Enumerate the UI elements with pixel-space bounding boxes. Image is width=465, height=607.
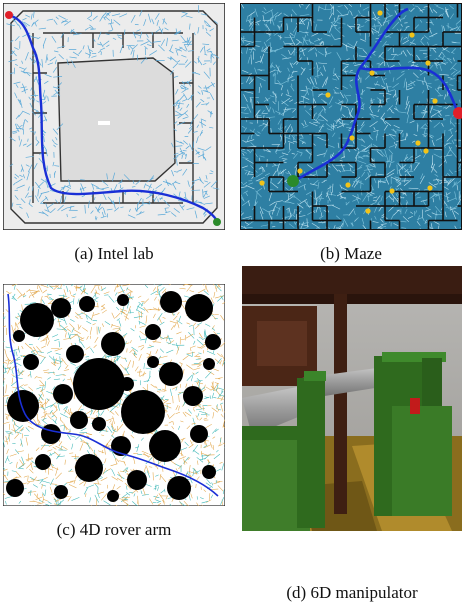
obstacle — [101, 332, 125, 356]
obstacle — [13, 330, 25, 342]
waypoint-marker — [365, 208, 370, 213]
obstacle — [7, 390, 39, 422]
obstacle — [41, 424, 61, 444]
waypoint-marker — [409, 32, 414, 37]
waypoint-marker — [377, 10, 382, 15]
caption-b: (b) Maze — [240, 244, 462, 264]
obstacle — [117, 294, 129, 306]
obstacle — [185, 294, 213, 322]
panel-maze — [240, 3, 462, 230]
obstacle — [167, 476, 191, 500]
waypoint-marker — [325, 92, 330, 97]
panel-manipulator — [242, 266, 462, 531]
goal-marker — [5, 11, 13, 19]
manipulator-scene — [242, 266, 462, 531]
obstacle — [149, 430, 181, 462]
obstacle — [75, 454, 103, 482]
obstacle — [205, 334, 221, 350]
panel-intel-lab — [3, 3, 225, 230]
waypoint-marker — [415, 140, 420, 145]
obstacle — [202, 465, 216, 479]
obstacle — [159, 362, 183, 386]
red-target-object — [410, 398, 420, 414]
obstacle — [147, 356, 159, 368]
waypoint-marker — [345, 182, 350, 187]
obstacle — [66, 345, 84, 363]
caption-d: (d) 6D manipulator — [242, 583, 462, 603]
waypoint-marker — [423, 148, 428, 153]
rover-arm-map — [3, 284, 225, 506]
obstacle — [73, 358, 125, 410]
obstacle — [121, 390, 165, 434]
intel-lab-map — [3, 3, 225, 230]
caption-c: (c) 4D rover arm — [3, 520, 225, 540]
obstacle — [23, 354, 39, 370]
waypoint-marker — [432, 98, 437, 103]
obstacle — [107, 490, 119, 502]
obstacle — [51, 298, 71, 318]
lab-room-door — [98, 121, 110, 125]
obstacle — [6, 479, 24, 497]
obstacle — [79, 296, 95, 312]
waypoint-marker — [349, 135, 354, 140]
obstacle — [70, 411, 88, 429]
obstacle — [92, 417, 106, 431]
obstacle — [120, 377, 134, 391]
obstacle — [183, 386, 203, 406]
table-leg — [334, 294, 347, 514]
maze-map — [240, 3, 462, 230]
waypoint-marker — [389, 188, 394, 193]
obstacle — [145, 324, 161, 340]
caption-a: (a) Intel lab — [3, 244, 225, 264]
obstacle — [35, 454, 51, 470]
waypoint-marker — [297, 168, 302, 173]
obstacle — [53, 384, 73, 404]
start-marker — [213, 218, 221, 226]
waypoint-marker — [369, 70, 374, 75]
obstacle — [203, 358, 215, 370]
obstacle — [54, 485, 68, 499]
top-shelf — [242, 266, 462, 294]
waypoint-marker — [427, 185, 432, 190]
obstacle — [20, 303, 54, 337]
obstacle — [127, 470, 147, 490]
start-marker — [287, 175, 299, 187]
panel-rover-arm — [3, 284, 225, 506]
waypoint-marker — [425, 60, 430, 65]
waypoint-marker — [259, 180, 264, 185]
obstacle — [160, 291, 182, 313]
obstacle — [190, 425, 208, 443]
